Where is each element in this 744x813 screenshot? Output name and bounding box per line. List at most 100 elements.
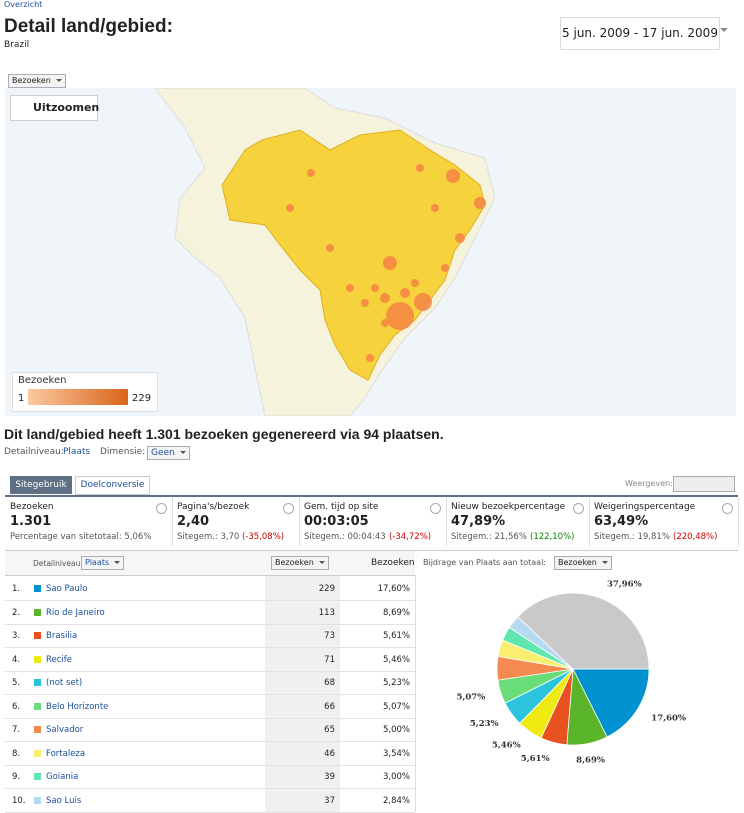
header-detail-label: Detailniveau: [33,559,83,568]
metric-change: (220,48%) [673,532,718,542]
metric-name: Weigeringspercentage [594,502,696,512]
brazil-region [221,129,486,381]
row-pct: 2,84% [382,795,410,806]
row-name[interactable]: Brasilia [46,631,78,641]
pie-label: 8,69% [576,755,605,765]
tab[interactable]: Doelconversie [75,476,150,495]
metric-name: Bezoeken [10,502,54,512]
legend-max: 229 [132,393,152,404]
map-dropdown[interactable]: Bezoeken [8,74,66,88]
row-pct: 5,61% [382,631,410,641]
row-visits: 66 [324,701,335,712]
metric-help[interactable] [156,503,167,514]
pie-chart: 17,60% 8,69% 5,61%5,46% 5,23% 5,07% 37,96% [457,580,686,766]
metric-value: 1.301 [10,514,52,529]
row-name[interactable]: Salvador [46,725,84,735]
row-color [34,749,41,757]
legend-min: 1 [18,393,25,404]
visits-column-bg [265,551,340,812]
view-switcher[interactable] [673,476,735,492]
row-rule [5,623,415,625]
date-arrow[interactable] [720,28,728,36]
row-rule [5,670,415,672]
row-name[interactable]: Rio de Janeiro [46,607,105,618]
metric-help[interactable] [722,503,733,514]
row-color [34,608,41,616]
row-rule [5,647,415,648]
row-visits: 113 [318,607,335,618]
map-bubbles [286,164,486,362]
row-pct: 8,69% [382,607,410,618]
legend-gradient [28,389,128,405]
header-contribution: Bijdrage van Plaats aan totaal: [423,558,547,567]
metric-value: 47,89% [451,514,506,529]
header-pct: Bezoeken [371,558,415,568]
header-contribution-value[interactable]: Bezoeken [554,556,612,570]
row-name[interactable]: Goiania [46,772,79,782]
date-range[interactable]: 5 jun. 2009 - 17 jun. 2009 [560,17,720,50]
row-color [34,726,41,733]
metric-help[interactable] [430,503,441,514]
metric-sub: Percentage van sitetotaal: 5,06% [10,532,152,542]
table: Detailniveau: Plaats Bezoeken Bezoeken Bijdr… [5,550,738,813]
row-pct: 17,60% [377,584,410,594]
row-index: 4. [12,654,21,665]
row-name[interactable]: Fortaleza [46,748,86,759]
row-rule [5,764,415,766]
row-visits: 46 [324,748,335,759]
metric-value: 63,49% [594,514,649,529]
breadcrumb[interactable]: Overzicht [4,0,43,9]
row-color [34,679,41,686]
metric-name: Pagina's/bezoek [177,502,250,512]
metric-sub: Sitegem.: 00:04:43 [304,532,386,542]
metric-name: Nieuw bezoekpercentage [451,502,566,512]
row-rule [5,788,415,789]
pie-label: 37,96% [607,580,642,590]
row-name[interactable]: Recife [46,654,73,665]
row-name[interactable]: Belo Horizonte [46,701,109,712]
summary: Dit land/gebied heeft 1.301 bezoeken geg… [4,426,444,442]
row-color [34,655,41,663]
row-pct: 5,23% [382,678,410,688]
metric: Pagina's/bezoek 2,40 Sitegem.: 3,70 (-35,08… [172,498,300,546]
row-pct: 5,00% [382,725,410,735]
metric: Gem. tijd op site 00:03:05 Sitegem.: 00:04… [299,498,447,546]
map [5,88,736,416]
metrics: Bezoeken 1.301 Percentage van sitetotaal: … [5,498,739,546]
zoom-button[interactable]: Uitzoomen [10,95,99,121]
detail-value[interactable]: Plaats [63,447,91,457]
row-name[interactable]: (not set) [46,678,83,688]
row-rule [5,694,415,695]
header-detail-value[interactable]: Plaats [81,556,125,570]
metric-change: (122,10%) [530,532,575,542]
row-pct: 3,54% [382,748,410,759]
row-name[interactable]: Sao Luis [46,795,82,806]
tab-active[interactable]: Sitegebruik [10,476,72,494]
dimension-value[interactable]: Geen [147,446,190,460]
metric-sub: Sitegem.: 21,56% [451,532,527,542]
pie-column-border [415,575,416,812]
row-index: 7. [12,725,21,735]
metric-value: 2,40 [177,514,210,529]
row-visits: 71 [324,654,335,665]
metric-help[interactable] [573,503,584,514]
metric-value: 00:03:05 [304,514,369,529]
row-color [34,632,41,639]
pie-label: 5,23% [470,719,499,729]
pie-label: 5,61% [521,754,550,764]
row-index: 5. [12,678,21,688]
row-name[interactable]: Sao Paulo [46,584,88,594]
row-color [34,585,41,592]
row-rule [5,741,415,742]
row-index: 2. [12,607,21,618]
dimension-label: Dimensie: [100,447,146,457]
metric-help[interactable] [283,503,294,514]
row-color [34,796,41,804]
metric-sub: Sitegem.: 3,70 [177,532,240,542]
row-visits: 68 [324,678,335,688]
row-index: 6. [12,701,21,712]
map-legend: Bezoeken 1 229 [12,372,158,412]
subtitle: Brazil [4,40,30,50]
row-rule [5,600,415,601]
header-sort[interactable]: Bezoeken [271,556,329,570]
